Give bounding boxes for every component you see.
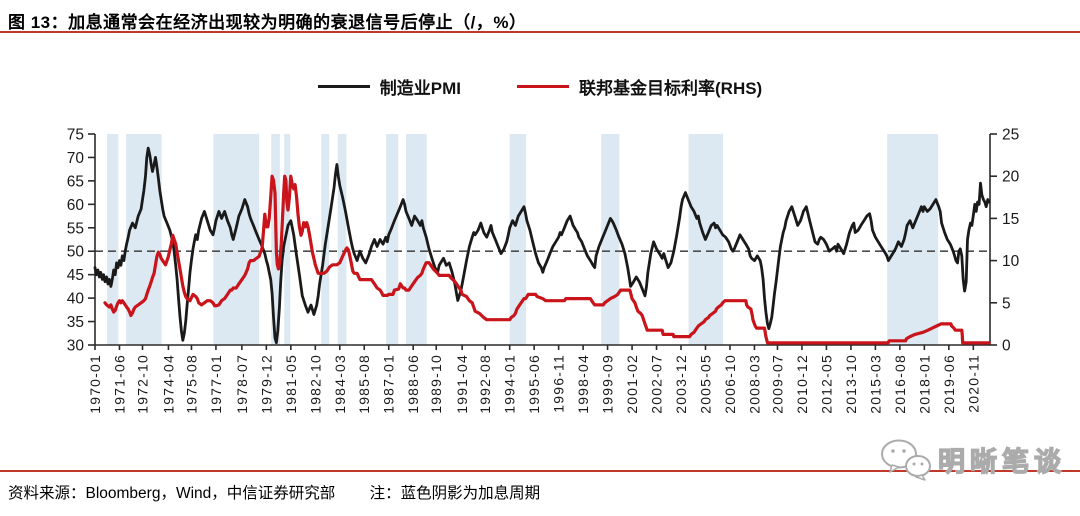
x-axis-label: 1972-10 — [135, 354, 151, 414]
hike-band — [107, 134, 119, 345]
x-axis-label: 2008-03 — [746, 354, 762, 414]
x-axis-label: 1970-01 — [87, 354, 103, 414]
x-axis-label: 2009-07 — [769, 354, 785, 414]
source-text: 资料来源：Bloomberg，Wind，中信证券研究部 — [8, 485, 336, 502]
x-axis-label: 1999-09 — [600, 354, 616, 414]
right-axis-tick-label: 25 — [1002, 127, 1019, 144]
left-axis-tick-label: 40 — [67, 291, 85, 308]
figure-title: 图 13：加息通常会在经济出现较为明确的衰退信号后停止（/，%） — [8, 13, 527, 32]
x-axis-label: 1987-01 — [381, 354, 397, 414]
x-axis-label: 1989-10 — [428, 354, 444, 414]
hike-band — [406, 134, 427, 345]
wechat-icon — [881, 439, 931, 481]
footer: 资料来源：Bloomberg，Wind，中信证券研究部 注：蓝色阴影为加息周期 — [0, 470, 1080, 503]
x-axis-label: 2006-10 — [722, 354, 738, 414]
x-axis-label: 2020-11 — [965, 354, 981, 413]
pmi-line — [93, 146, 991, 345]
x-axis-label: 2013-10 — [843, 354, 859, 414]
x-axis-label: 2002-07 — [649, 354, 665, 414]
legend-item-rate: 联邦基金目标利率(RHS) — [517, 74, 762, 99]
right-axis-tick-label: 10 — [1002, 253, 1020, 270]
chart-legend: 制造业PMI 联邦基金目标利率(RHS) — [0, 74, 1080, 99]
x-axis-label: 1996-11 — [551, 354, 567, 413]
hike-band — [337, 134, 347, 345]
x-axis-label: 2005-05 — [697, 354, 713, 414]
right-axis-tick-label: 15 — [1002, 211, 1019, 228]
x-axis-label: 1992-08 — [477, 354, 493, 414]
left-axis-tick-label: 35 — [67, 314, 84, 331]
pmi-legend-label: 制造业PMI — [379, 79, 461, 98]
rate-line-swatch — [517, 84, 569, 89]
right-axis-tick-label: 20 — [1002, 169, 1020, 186]
note-text: 注：蓝色阴影为加息周期 — [369, 485, 541, 502]
x-axis-label: 2001-02 — [624, 354, 640, 414]
right-axis-tick-label: 5 — [1002, 295, 1011, 312]
left-axis-tick-label: 45 — [67, 267, 84, 284]
hike-band — [887, 134, 939, 345]
x-axis-label: 1994-01 — [502, 354, 518, 414]
left-axis-tick-label: 55 — [67, 220, 84, 237]
left-axis-tick-label: 70 — [67, 150, 85, 167]
left-axis-tick-label: 60 — [67, 197, 85, 214]
x-axis-label: 2003-12 — [673, 354, 689, 414]
x-axis-label: 1975-08 — [183, 354, 199, 414]
left-axis-tick-label: 50 — [67, 244, 85, 261]
watermark-text: 明晰笔谈 — [937, 446, 1066, 477]
x-axis-label: 1991-04 — [454, 354, 470, 414]
x-axis-label: 2015-03 — [867, 354, 883, 414]
hike-band — [509, 134, 527, 345]
figure-title-bar: 图 13：加息通常会在经济出现较为明确的衰退信号后停止（/，%） — [0, 0, 1080, 33]
right-axis-tick-label: 0 — [1002, 338, 1011, 355]
watermark: 明晰笔谈 — [878, 437, 1066, 481]
x-axis-label: 1979-12 — [258, 354, 274, 414]
x-axis-label: 1995-06 — [526, 354, 542, 414]
x-axis-label: 2018-01 — [916, 354, 932, 414]
x-axis-label: 1988-06 — [405, 354, 421, 414]
x-axis-label: 2010-12 — [794, 354, 810, 414]
x-axis-label: 1984-03 — [332, 354, 348, 414]
x-axis-label: 1977-01 — [208, 354, 224, 414]
hike-band — [213, 134, 260, 345]
hike-band — [284, 134, 291, 345]
x-axis-label: 1971-06 — [111, 354, 127, 414]
x-axis-label: 1981-05 — [283, 354, 299, 414]
left-axis-tick-label: 30 — [67, 338, 85, 355]
x-axis-label: 1982-10 — [307, 354, 323, 414]
left-axis-tick-label: 65 — [67, 173, 84, 190]
rate-legend-label: 联邦基金目标利率(RHS) — [579, 79, 763, 98]
left-axis-tick-label: 75 — [67, 127, 84, 144]
x-axis-label: 2016-08 — [892, 354, 908, 414]
x-axis-label: 2012-05 — [818, 354, 834, 414]
x-axis-label: 1998-04 — [575, 354, 591, 414]
x-axis-label: 1985-08 — [356, 354, 372, 414]
x-axis-label: 2019-06 — [941, 354, 957, 414]
hike-band — [601, 134, 620, 345]
x-axis-label: 1978-07 — [234, 354, 250, 414]
pmi-line-swatch — [317, 84, 370, 89]
x-axis-label: 1974-04 — [160, 354, 176, 414]
rate-line — [103, 174, 991, 345]
legend-item-pmi: 制造业PMI — [317, 74, 461, 99]
